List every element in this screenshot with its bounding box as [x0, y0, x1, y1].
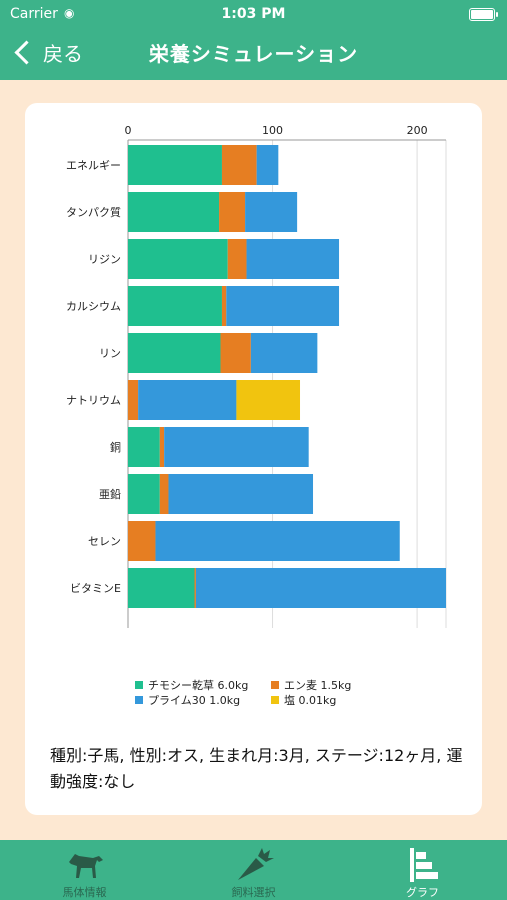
x-tick-label: 100 — [262, 124, 283, 137]
category-label: エネルギー — [66, 159, 121, 172]
tab-feed-select[interactable]: 飼料選択 — [169, 840, 338, 900]
x-tick-label: 200 — [407, 124, 428, 137]
legend-label: 塩 0.01kg — [284, 693, 336, 707]
category-label: セレン — [88, 535, 121, 548]
back-button[interactable]: 戻る — [12, 36, 83, 68]
bar-segment — [128, 333, 221, 373]
bar-segment — [128, 145, 222, 185]
bar-segment — [159, 427, 165, 467]
bar-segment — [155, 521, 400, 561]
bar-segment — [128, 380, 139, 420]
tab-horse-info[interactable]: 馬体情報 — [0, 840, 169, 900]
bar-segment — [221, 145, 257, 185]
carrier-label: Carrier — [10, 6, 58, 22]
bar-segment — [128, 521, 156, 561]
bar-segment — [128, 239, 228, 279]
category-label: 亜鉛 — [99, 487, 121, 501]
category-label: カルシウム — [66, 300, 121, 313]
clock: 1:03 PM — [221, 6, 286, 22]
horse-icon — [68, 854, 103, 878]
bar-segment — [256, 145, 279, 185]
bar-segment — [245, 192, 298, 232]
category-label: ナトリウム — [66, 394, 121, 407]
legend-swatch — [135, 696, 143, 704]
tab-graph[interactable]: グラフ — [338, 840, 507, 900]
legend-label: チモシー乾草 6.0kg — [148, 679, 248, 692]
bar-segment — [159, 474, 169, 514]
bar-segment — [220, 333, 251, 373]
bar-segment — [168, 474, 314, 514]
page-title: 栄養シミュレーション — [148, 42, 359, 66]
chart-icon — [409, 848, 438, 882]
tab-bar: 馬体情報 飼料選択 グラフ — [0, 840, 507, 900]
bar-segment — [128, 568, 195, 608]
category-label: 銅 — [110, 440, 121, 454]
legend-swatch — [271, 681, 279, 689]
bar-segment — [164, 427, 309, 467]
bar-segment — [219, 192, 246, 232]
wifi-icon: ◉ — [64, 6, 75, 20]
category-label: ビタミンE — [70, 582, 121, 595]
tab-label-graph: グラフ — [406, 886, 439, 899]
battery-icon — [469, 8, 498, 21]
tab-label-feed-select: 飼料選択 — [231, 886, 276, 899]
bar-segment — [226, 286, 340, 326]
bar-segment — [128, 286, 222, 326]
bar-segment — [227, 239, 247, 279]
back-button-label: 戻る — [43, 41, 83, 66]
bar-segment — [128, 474, 160, 514]
legend-swatch — [135, 681, 143, 689]
bar-segment — [221, 286, 227, 326]
bar-segment — [138, 380, 237, 420]
navigation-bar: Carrier ◉ 1:03 PM 戻る 栄養シミュレーション — [0, 0, 507, 80]
status-bar: Carrier ◉ 1:03 PM — [0, 0, 507, 28]
bar-segment — [195, 568, 446, 608]
legend-swatch — [271, 696, 279, 704]
bar-segment — [128, 192, 220, 232]
x-tick-label: 0 — [125, 124, 132, 137]
category-label: タンパク質 — [66, 205, 121, 219]
bar-segment — [194, 568, 196, 608]
tab-label-horse-info: 馬体情報 — [62, 886, 107, 899]
nutrition-bar-chart: 0 100 200 エネルギータンパク質リジンカルシウムリンナトリウム銅亜鉛セレンビタ… — [66, 124, 447, 707]
category-label: リジン — [88, 253, 121, 266]
horse-profile-summary: 種別:子馬, 性別:オス, 生まれ月:3月, ステージ:12ヶ月, 運動強度:な… — [50, 746, 463, 791]
carrot-icon — [237, 848, 274, 880]
legend-label: プライム30 1.0kg — [148, 694, 240, 707]
category-label: リン — [99, 347, 121, 360]
bar-segment — [128, 427, 160, 467]
content-card: 0 100 200 エネルギータンパク質リジンカルシウムリンナトリウム銅亜鉛セレンビタ… — [25, 103, 482, 815]
bar-segment — [236, 380, 301, 420]
legend-label: エン麦 1.5kg — [284, 679, 351, 692]
bar-segment — [246, 239, 340, 279]
bar-segment — [250, 333, 318, 373]
